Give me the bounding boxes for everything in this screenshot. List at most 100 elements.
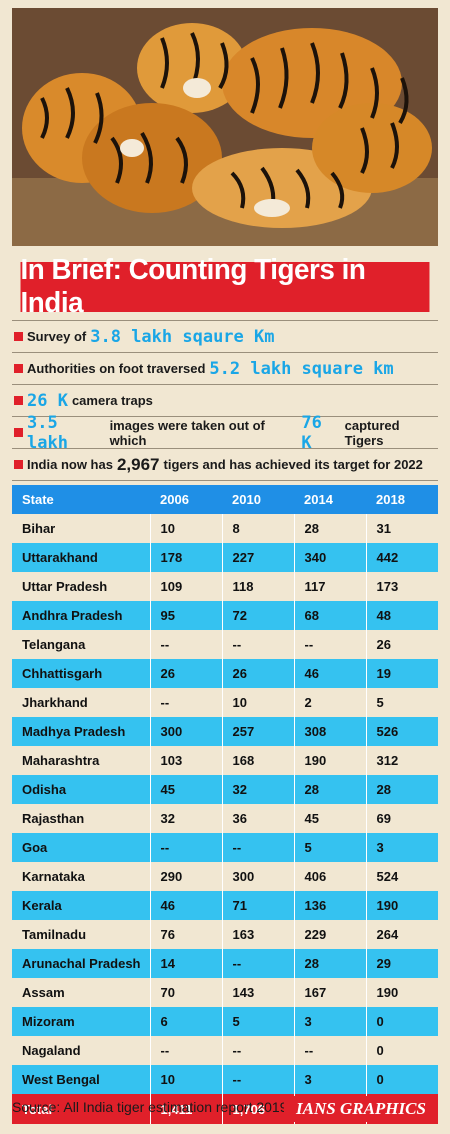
count-cell: -- xyxy=(222,949,295,978)
count-cell: 0 xyxy=(366,1007,438,1036)
count-cell: 46 xyxy=(150,891,223,920)
table-row: West Bengal 10 -- 3 0 xyxy=(12,1065,438,1094)
table-row: Arunachal Pradesh 14 -- 28 29 xyxy=(12,949,438,978)
count-cell: 5 xyxy=(222,1007,295,1036)
table-body: Bihar 10 8 28 31 Uttarakhand 178 227 340 442 Uttar… xyxy=(12,514,438,1124)
state-cell: Chhattisgarh xyxy=(12,659,151,688)
state-cell: Telangana xyxy=(12,630,151,659)
count-cell: 5 xyxy=(294,833,367,862)
fact-highlight: 26 K xyxy=(27,390,68,411)
count-cell: -- xyxy=(294,1036,367,1065)
count-cell: 524 xyxy=(366,862,438,891)
bullet-icon xyxy=(14,396,23,405)
state-cell: Goa xyxy=(12,833,151,862)
state-cell: Uttar Pradesh xyxy=(12,572,151,601)
table-row: Nagaland -- -- -- 0 xyxy=(12,1036,438,1065)
state-cell: Andhra Pradesh xyxy=(12,601,151,630)
fact-item: 26 K camera traps xyxy=(12,385,438,417)
count-cell: 290 xyxy=(150,862,223,891)
table-row: Chhattisgarh 26 26 46 19 xyxy=(12,659,438,688)
count-cell: 6 xyxy=(150,1007,223,1036)
count-cell: -- xyxy=(222,630,295,659)
bullet-icon xyxy=(14,364,23,373)
total-cell: 1,706 xyxy=(222,1094,295,1124)
table-row: Maharashtra 103 168 190 312 xyxy=(12,746,438,775)
count-cell: 257 xyxy=(222,717,295,746)
count-cell: 72 xyxy=(222,601,295,630)
count-cell: 2 xyxy=(294,688,367,717)
table-row: Karnataka 290 300 406 524 xyxy=(12,862,438,891)
table-row: Jharkhand -- 10 2 5 xyxy=(12,688,438,717)
count-cell: 168 xyxy=(222,746,295,775)
count-cell: 70 xyxy=(150,978,223,1007)
bullet-icon xyxy=(14,460,23,469)
total-cell: 1,411 xyxy=(150,1094,223,1124)
fact-text: Authorities on foot traversed xyxy=(27,361,206,376)
count-cell: 29 xyxy=(366,949,438,978)
fact-highlight: 76 K xyxy=(301,412,322,453)
state-cell: Tamilnadu xyxy=(12,920,151,949)
count-cell: 28 xyxy=(366,775,438,804)
fact-text: India now has xyxy=(27,457,113,472)
count-cell: 45 xyxy=(294,804,367,833)
count-cell: 103 xyxy=(150,746,223,775)
count-cell: 68 xyxy=(294,601,367,630)
table-row: Assam 70 143 167 190 xyxy=(12,978,438,1007)
count-cell: 26 xyxy=(150,659,223,688)
fact-text: images were taken out of which xyxy=(109,417,265,448)
state-cell: Odisha xyxy=(12,775,151,804)
count-cell: -- xyxy=(150,630,223,659)
count-cell: -- xyxy=(150,1036,223,1065)
state-cell: Rajasthan xyxy=(12,804,151,833)
count-cell: 95 xyxy=(150,601,223,630)
count-cell: 143 xyxy=(222,978,295,1007)
count-cell: 190 xyxy=(366,891,438,920)
table-row: Mizoram 6 5 3 0 xyxy=(12,1007,438,1036)
count-cell: 10 xyxy=(150,1065,223,1094)
table-row: Tamilnadu 76 163 229 264 xyxy=(12,920,438,949)
count-cell: 45 xyxy=(150,775,223,804)
table-row: Uttarakhand 178 227 340 442 xyxy=(12,543,438,572)
count-cell: 3 xyxy=(294,1007,367,1036)
fact-highlight: 5.2 lakh square km xyxy=(209,358,394,379)
tigers-photo xyxy=(12,8,438,246)
count-cell: 0 xyxy=(366,1065,438,1094)
fact-text: Survey of xyxy=(27,329,87,344)
table-row: Rajasthan 32 36 45 69 xyxy=(12,804,438,833)
count-cell: 71 xyxy=(222,891,295,920)
state-cell: Nagaland xyxy=(12,1036,151,1065)
table-row: Kerala 46 71 136 190 xyxy=(12,891,438,920)
fact-item: 3.5 lakh images were taken out of which … xyxy=(12,413,438,453)
state-cell: Karnataka xyxy=(12,862,151,891)
state-cell: Assam xyxy=(12,978,151,1007)
count-cell: 26 xyxy=(366,630,438,659)
state-cell: Arunachal Pradesh xyxy=(12,949,151,978)
fact-text: tigers and has achieved its target for 2… xyxy=(163,457,423,472)
bullet-icon xyxy=(14,428,23,437)
count-cell: 32 xyxy=(222,775,295,804)
state-cell: Jharkhand xyxy=(12,688,151,717)
page-title: In Brief: Counting Tigers in India xyxy=(20,254,430,319)
table-row: Uttar Pradesh 109 118 117 173 xyxy=(12,572,438,601)
count-cell: 28 xyxy=(294,775,367,804)
table-row: Goa -- -- 5 3 xyxy=(12,833,438,862)
count-cell: 227 xyxy=(222,543,295,572)
count-cell: -- xyxy=(222,1065,295,1094)
count-cell: 190 xyxy=(366,978,438,1007)
count-cell: 163 xyxy=(222,920,295,949)
count-cell: 14 xyxy=(150,949,223,978)
count-cell: 300 xyxy=(150,717,223,746)
count-cell: 178 xyxy=(150,543,223,572)
count-cell: 406 xyxy=(294,862,367,891)
count-cell: 308 xyxy=(294,717,367,746)
fact-item: Survey of 3.8 lakh sqaure Km xyxy=(12,320,438,353)
count-cell: 32 xyxy=(150,804,223,833)
table-row: Andhra Pradesh 95 72 68 48 xyxy=(12,601,438,630)
source-note: Source: All India tiger estimation repor… xyxy=(12,1099,288,1115)
column-header-2010: 2010 xyxy=(222,485,294,514)
count-cell: 28 xyxy=(294,949,367,978)
state-cell: Uttarakhand xyxy=(12,543,151,572)
fact-highlight: 2,967 xyxy=(116,454,160,474)
tiger-count-table: State 2006 2010 2014 2018 Bihar 10 8 28 31 Ut… xyxy=(12,485,438,1124)
count-cell: 0 xyxy=(366,1036,438,1065)
